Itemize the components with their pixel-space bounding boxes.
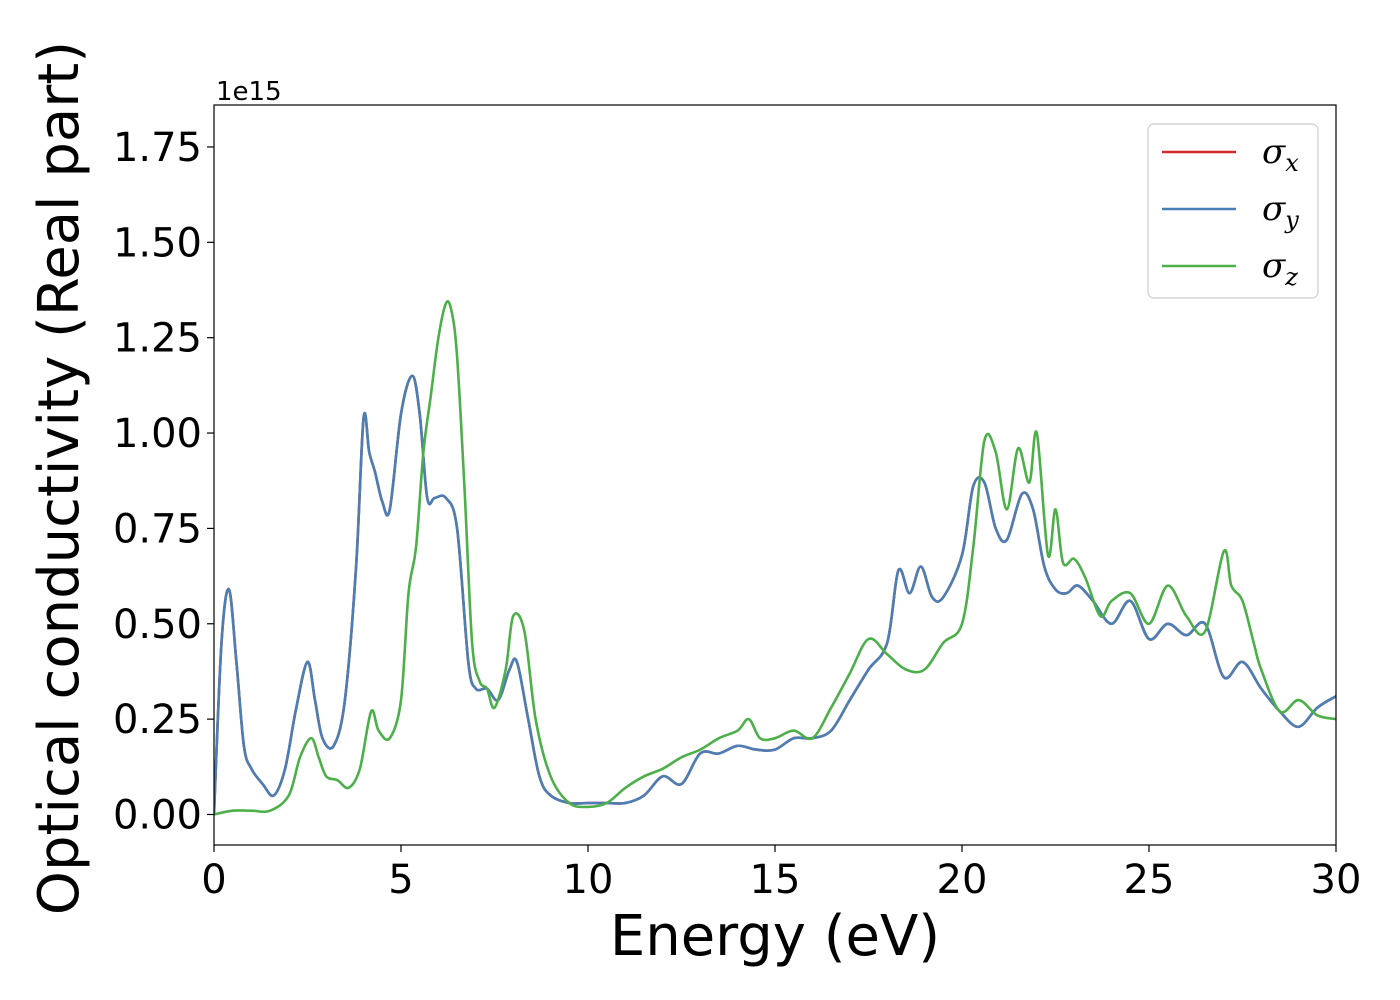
y-tick-label: 0.75 — [113, 506, 202, 552]
y-tick-label: 0.50 — [113, 602, 202, 648]
y-tick-label: 0.00 — [113, 792, 202, 838]
y-tick-label: 1.25 — [113, 316, 202, 362]
x-tick-label: 5 — [388, 857, 413, 903]
y-axis: 0.00 0.25 0.50 0.75 1.00 1.25 1.50 1.75 — [113, 125, 214, 838]
series-line-y — [214, 374, 1336, 815]
x-tick-label: 10 — [563, 857, 614, 903]
x-tick-label: 25 — [1124, 857, 1175, 903]
y-tick-label: 0.25 — [113, 697, 202, 743]
y-axis-title: Optical conductivity (Real part) — [27, 41, 92, 915]
series-line-z — [214, 300, 1336, 816]
x-tick-label: 20 — [937, 857, 988, 903]
x-axis: 0 5 10 15 20 25 30 — [201, 845, 1361, 903]
legend-label-y: σy — [1262, 189, 1299, 234]
x-axis-title: Energy (eV) — [610, 904, 940, 969]
y-tick-label: 1.50 — [113, 220, 202, 266]
legend-label-z: σz — [1262, 246, 1298, 291]
y-tick-label: 1.00 — [113, 411, 202, 457]
x-tick-label: 0 — [201, 857, 226, 903]
x-tick-label: 30 — [1311, 857, 1362, 903]
y-offset-text: 1e15 — [216, 77, 282, 107]
plot-lines — [214, 300, 1336, 816]
legend-label-x: σx — [1262, 132, 1299, 177]
y-tick-label: 1.75 — [113, 125, 202, 171]
legend-box — [1147, 123, 1319, 299]
legend: σx σy σz — [1147, 123, 1319, 299]
x-tick-label: 15 — [750, 857, 801, 903]
